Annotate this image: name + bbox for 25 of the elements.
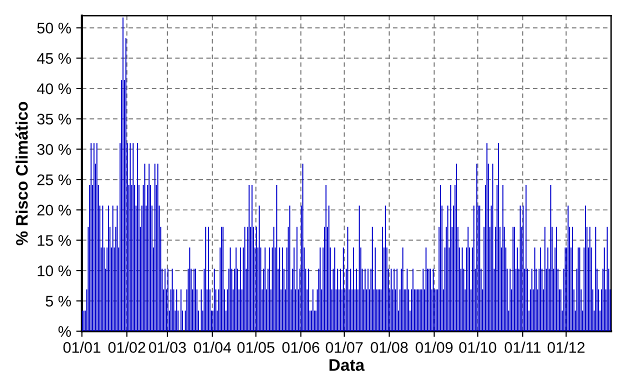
y-tick-label: 25 % [37, 174, 71, 186]
y-axis-title: % Risco Climático [15, 102, 28, 246]
x-tick-label: 01/12 [548, 342, 585, 353]
x-tick-label: 01/02 [108, 342, 146, 353]
x-tick-label: 01/05 [237, 342, 274, 353]
y-tick-label: % [58, 326, 71, 337]
y-tick-label: 40 % [37, 83, 71, 94]
y-tick-label: 5 % [46, 296, 71, 307]
x-tick-label: 01/10 [459, 342, 496, 353]
x-tick-label: 01/08 [370, 342, 408, 353]
y-tick-label: 10 % [38, 265, 71, 276]
x-tick-label: 01/01 [63, 342, 100, 353]
x-tick-label: 01/09 [416, 342, 453, 353]
x-tick-label: 01/11 [504, 342, 540, 353]
x-tick-label: 01/07 [326, 342, 363, 353]
x-tick-label: 01/03 [148, 342, 186, 353]
x-tick-label: 01/04 [194, 342, 232, 353]
x-tick-label: 01/06 [282, 342, 320, 353]
y-tick-label: 50 % [37, 22, 71, 34]
x-axis-title: Data [330, 359, 365, 371]
y-tick-label: 45 % [37, 53, 71, 64]
y-tick-label: 15 % [38, 235, 71, 246]
y-tick-label: 35 % [37, 114, 71, 125]
y-tick-label: 30 % [37, 144, 71, 155]
y-tick-label: 20 % [37, 204, 71, 216]
